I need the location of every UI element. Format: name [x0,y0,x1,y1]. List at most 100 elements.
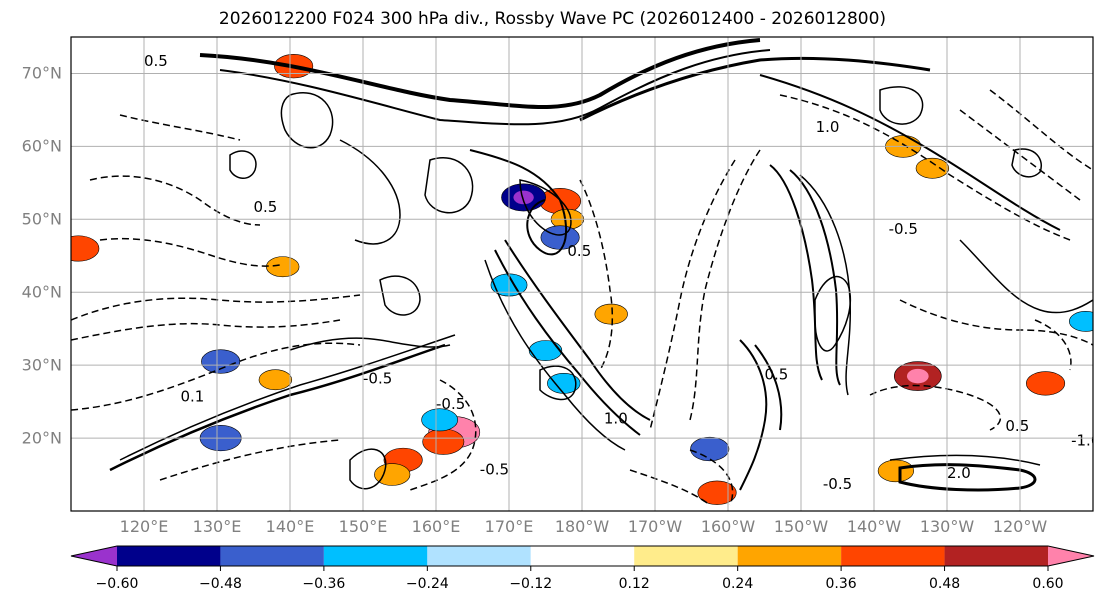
contour-line [289,337,451,351]
contour-line [898,463,1037,492]
contour-value-label: -0.5 [823,475,852,493]
contour-line [814,275,852,352]
contour-line [759,74,1061,231]
colorbar-tick-label: 0.24 [722,576,754,592]
contour-line [71,294,361,321]
lon-tick-label: 120°W [992,517,1048,536]
lat-tick-label: 40°N [21,282,62,302]
contour-line [689,449,734,506]
colorbar-segment [220,546,324,566]
colorbar-tick-label: −0.36 [302,576,346,592]
divergence-patch-core [906,368,929,384]
colorbar-tick-label: −0.24 [405,576,449,592]
divergence-patch [1069,311,1093,332]
divergence-patch [374,463,411,486]
contour-value-label: -0.5 [363,369,392,387]
divergence-patch [528,340,563,361]
contour-line [579,56,931,122]
contour-value-label: 0.5 [144,52,168,70]
colorbar-tick-label: −0.48 [198,576,242,592]
divergence-patch [421,408,459,432]
contour-line [71,319,341,341]
contour-label-layer: 0.5 0.5 -0.5 -0.5 0.5 1.0 1.0 0.5 -0.5 0.5 2.0 -1.0… [144,52,1100,493]
contour-line [649,159,736,431]
contour-line [879,86,924,125]
contour-value-label: 0.5 [765,366,789,384]
contour-value-label: -0.5 [889,220,918,238]
lon-tick-label: 140°W [846,517,902,536]
lat-tick-label: 60°N [21,136,62,156]
contour-line [280,92,334,149]
contour-line [119,114,241,141]
contour-line [539,365,577,401]
contour-line [159,439,341,481]
divergence-patch-core [513,190,534,205]
colorbar-segment [530,546,635,566]
divergence-patch [258,369,293,391]
colorbar-extend-max [1048,546,1094,566]
lon-tick-label: 150°W [773,517,829,536]
divergence-patch [915,157,950,179]
lat-lon-grid [71,37,1093,511]
contour-line [889,454,1041,466]
contour-value-label: 2.0 [947,464,971,482]
contour-line [1011,148,1042,178]
contour-value-label: 1.0 [604,409,628,427]
lon-tick-label: 170°E [484,517,534,536]
contour-value-label: 0.5 [254,198,278,216]
contour-line [989,89,1093,171]
contour-line [219,49,771,126]
map-frame [70,36,1094,512]
contour-line [769,164,823,381]
lon-tick-label: 180°W [554,517,610,536]
contour-line [579,179,614,371]
lat-tick-label: 50°N [21,209,62,229]
contour-line [379,275,421,316]
colorbar-extend-min [71,546,117,566]
colorbar-segment [737,546,842,566]
contour-line [119,334,456,461]
colorbar-segment [634,546,738,566]
contour-line [494,249,641,436]
colorbar-tick-label: 0.12 [618,576,650,592]
lat-tick-label: 20°N [21,428,62,448]
contour-line [469,149,568,256]
contour-line [689,149,761,421]
colorbar-segment [841,546,945,566]
contour-line [99,237,281,267]
colorbar-tick-label: 0.48 [928,576,961,592]
colorbar-segment [427,546,531,566]
contour-line [229,150,257,179]
divergence-patch [594,303,628,325]
divergence-patch [697,480,737,505]
contour-value-label: -1.0 [1071,431,1100,449]
contour-line [779,94,1071,241]
divergence-patch [690,436,730,462]
contour-line [89,175,261,226]
lon-tick-label: 140°E [265,517,315,536]
colorbar-segment [117,546,221,566]
lon-tick-label: 160°W [700,517,756,536]
contour-value-label: 0.5 [1005,417,1029,435]
lon-tick-label: 150°E [338,517,388,536]
lat-tick-label: 30°N [21,355,62,375]
contour-value-label: 0.1 [181,388,205,406]
contour-line [869,384,1002,431]
contour-line [739,339,768,491]
colorbar-tick-label: −0.12 [509,576,553,592]
lon-tick-label: 130°E [192,517,242,536]
contour-value-label: -0.5 [436,395,465,413]
contour-line [504,239,651,421]
contour-value-label: 0.5 [567,242,591,260]
divergence-patch [71,235,100,262]
colorbar-tick-label: −0.60 [95,576,139,592]
contour-value-label: 1.0 [816,118,840,136]
lon-tick-label: 120°E [119,517,169,536]
lon-tick-label: 170°W [627,517,683,536]
colorbar-tick-label: 0.36 [825,576,857,592]
colorbar-segment [944,546,1048,566]
contour-line [424,157,474,214]
contour-line [959,239,1093,314]
divergence-patch [1026,371,1066,396]
